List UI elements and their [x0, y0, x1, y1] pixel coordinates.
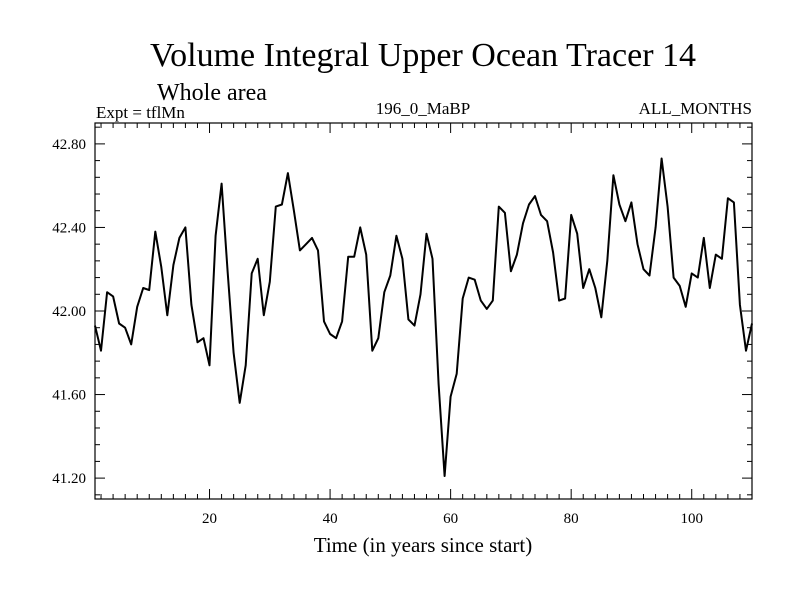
y-tick-label: 42.40	[52, 220, 86, 236]
plot-frame	[94, 122, 753, 500]
period-label: 196_0_MaBP	[376, 99, 470, 118]
x-tick-label: 80	[564, 511, 579, 527]
x-axis-label: Time (in years since start)	[314, 533, 533, 557]
series-line-tracer14	[94, 157, 753, 477]
y-tick-label: 41.20	[52, 471, 86, 487]
x-tick-label: 100	[680, 511, 703, 527]
chart-title: Volume Integral Upper Ocean Tracer 14	[150, 37, 696, 74]
x-tick-label: 20	[202, 511, 217, 527]
experiment-label: Expt = tflMn	[96, 103, 185, 122]
y-tick-label: 42.00	[52, 304, 86, 320]
chart-subtitle: Whole area	[157, 80, 267, 106]
months-label: ALL_MONTHS	[639, 99, 752, 118]
x-tick-label: 40	[323, 511, 338, 527]
x-tick-label: 60	[443, 511, 458, 527]
y-tick-label: 42.80	[52, 137, 86, 153]
y-tick-label: 41.60	[52, 388, 86, 404]
